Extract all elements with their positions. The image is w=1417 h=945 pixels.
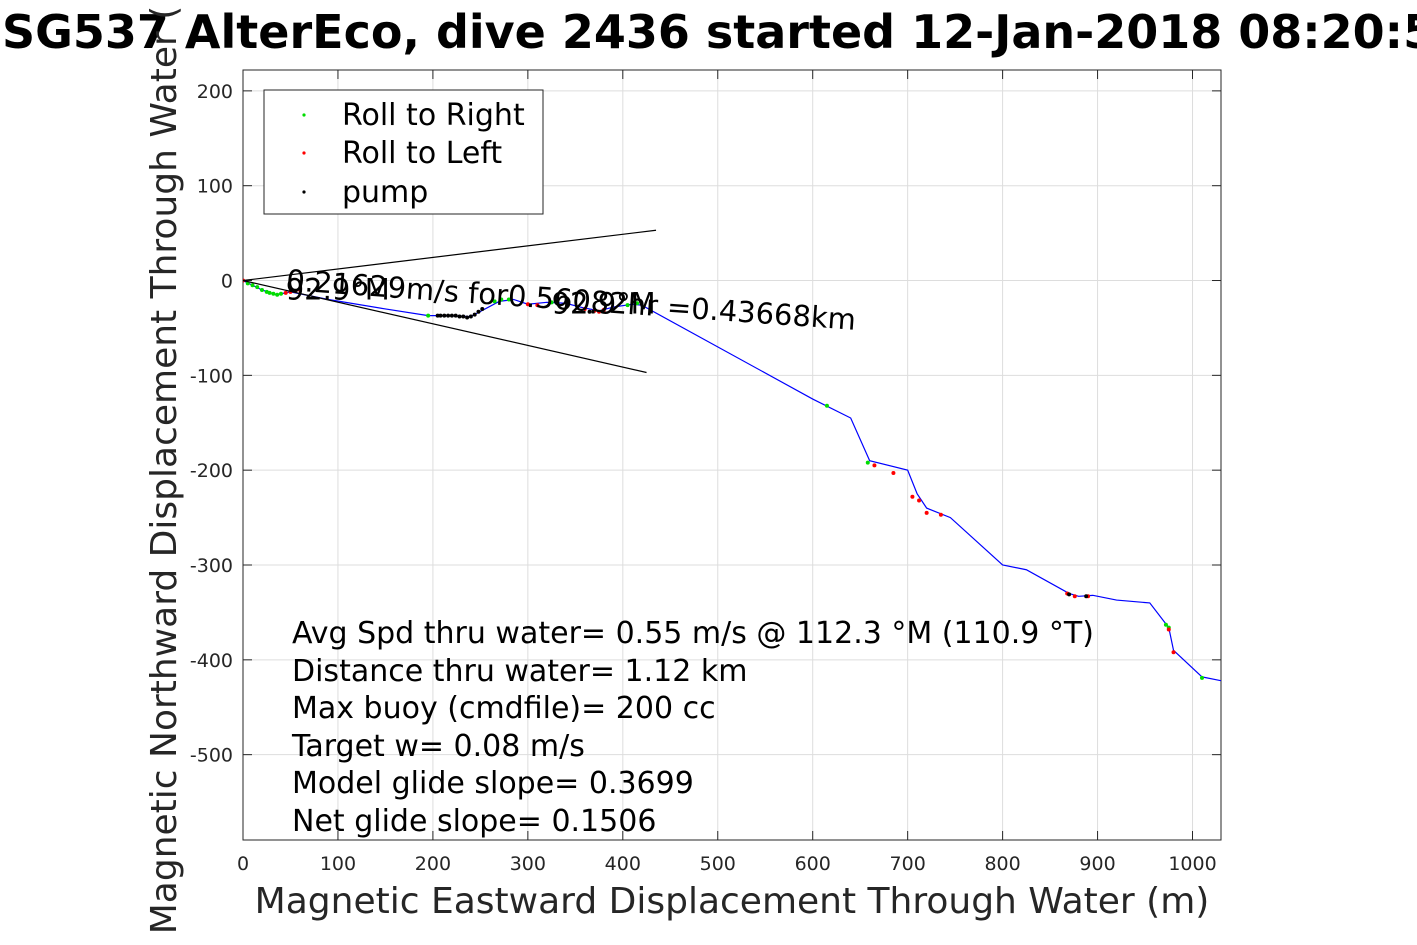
y-tick-label: -200: [190, 460, 233, 482]
info-target-w: Target w= 0.08 m/s: [291, 729, 585, 764]
pump-point: [442, 313, 447, 318]
current-drift-line: [242, 229, 657, 282]
pump-point: [472, 312, 477, 317]
roll-right-point: [259, 288, 264, 292]
y-tick-label: 200: [197, 81, 233, 103]
roll-right-point: [824, 403, 829, 408]
pump-point: [465, 315, 470, 320]
pump-point: [438, 313, 443, 318]
roll-left-point: [872, 463, 877, 468]
roll-right-point: [275, 292, 280, 297]
pump-point: [480, 306, 485, 311]
roll-right-point: [549, 300, 554, 305]
x-tick-label: 700: [890, 853, 926, 875]
roll-right-point: [426, 313, 431, 318]
legend-marker-roll-right: [302, 113, 306, 117]
roll-right-point: [492, 299, 497, 304]
roll-right-point: [278, 291, 283, 296]
y-tick-label: -500: [190, 745, 233, 767]
legend-label-roll-left: Roll to Left: [342, 136, 502, 171]
roll-right-point: [865, 460, 870, 465]
roll-left-point: [1171, 650, 1176, 655]
roll-left-point: [938, 512, 943, 517]
x-tick-label: 600: [795, 853, 831, 875]
x-tick-label: 800: [984, 853, 1020, 875]
x-tick-label: 200: [415, 853, 451, 875]
roll-left-point: [1072, 594, 1077, 599]
x-tick-label: 0: [237, 853, 249, 875]
x-tick-label: 1000: [1168, 853, 1216, 875]
roll-left-point: [924, 510, 929, 515]
axis-ticks: 0 100 200 300 400 500 600 700 800 900 10002001000-…: [190, 70, 1221, 875]
roll-left-point: [601, 307, 606, 312]
x-tick-label: 400: [605, 853, 641, 875]
plot-frame: [242, 69, 1222, 841]
roll-right-point: [506, 297, 511, 302]
roll-right-point: [267, 290, 272, 295]
info-avg-speed: Avg Spd thru water= 0.55 m/s @ 112.3 °M …: [292, 616, 1094, 651]
roll-right-point: [1163, 622, 1168, 627]
pump-point: [587, 309, 592, 314]
legend: Roll to Right Roll to Left pump: [263, 89, 544, 215]
x-axis-label: Magnetic Eastward Displacement Through W…: [255, 881, 1210, 922]
roll-right-point: [271, 291, 276, 296]
y-tick-label: 100: [197, 176, 233, 198]
roll-left-point: [283, 290, 288, 295]
roll-left-point: [535, 303, 540, 308]
heading-annotation-2: 92.9°M: [552, 287, 656, 321]
roll-left-point: [917, 498, 922, 503]
legend-label-roll-right: Roll to Right: [342, 98, 525, 133]
roll-right-point: [499, 297, 504, 302]
pump-point: [449, 313, 454, 318]
roll-left-point: [592, 308, 597, 313]
current-drift-line: [242, 279, 647, 374]
legend-marker-roll-left: [302, 151, 306, 155]
legend-label-pump: pump: [342, 175, 428, 210]
legend-marker-pump: [302, 190, 306, 194]
roll-left-point: [891, 471, 896, 476]
roll-left-point: [297, 288, 302, 292]
roll-left-point: [1166, 627, 1171, 632]
pump-point: [468, 314, 473, 319]
legend-box: [263, 89, 544, 215]
pump-point: [435, 313, 440, 318]
roll-right-point: [1200, 675, 1205, 680]
pump-point: [457, 314, 462, 319]
info-max-buoy: Max buoy (cmdfile)= 200 cc: [292, 691, 716, 726]
roll-left-point: [597, 309, 602, 314]
x-tick-label: 500: [700, 853, 736, 875]
y-axis-label: Magnetic Northward Displacement Through …: [144, 6, 185, 935]
roll-left-point: [525, 302, 530, 307]
roll-right-point: [625, 303, 630, 308]
y-tick-label: -400: [190, 650, 233, 672]
info-model-glide: Model glide slope= 0.3699: [292, 766, 694, 801]
pump-point: [446, 313, 451, 318]
roll-right-point: [635, 301, 640, 306]
heading-annotation-1: 92.9°M: [286, 272, 390, 306]
x-tick-label: 300: [510, 853, 546, 875]
data-layer: [243, 278, 1221, 682]
info-net-glide: Net glide slope= 0.1506: [292, 804, 656, 839]
pump-point: [453, 313, 458, 318]
roll-left-point: [910, 494, 915, 499]
x-tick-label: 100: [320, 853, 356, 875]
pump-point: [461, 314, 466, 319]
info-distance: Distance thru water= 1.12 km: [292, 654, 747, 689]
pump-point: [476, 309, 481, 314]
y-tick-label: 0: [221, 271, 233, 293]
pump-point: [1084, 594, 1089, 599]
roll-left-point: [582, 306, 587, 311]
info-text: Avg Spd thru water= 0.55 m/s @ 112.3 °M …: [291, 616, 1094, 839]
chart-title: SG537 AlterEco, dive 2436 started 12-Jan…: [2, 5, 1417, 59]
roll-right-point: [255, 285, 260, 290]
y-tick-label: -300: [190, 555, 233, 577]
pump-point: [1067, 592, 1072, 597]
roll-right-point: [250, 283, 255, 288]
x-tick-label: 900: [1079, 853, 1115, 875]
y-tick-label: -100: [190, 365, 233, 387]
annotations: 0.21629m/s for0.56082hr =0.43668km92.9°M…: [242, 229, 857, 374]
